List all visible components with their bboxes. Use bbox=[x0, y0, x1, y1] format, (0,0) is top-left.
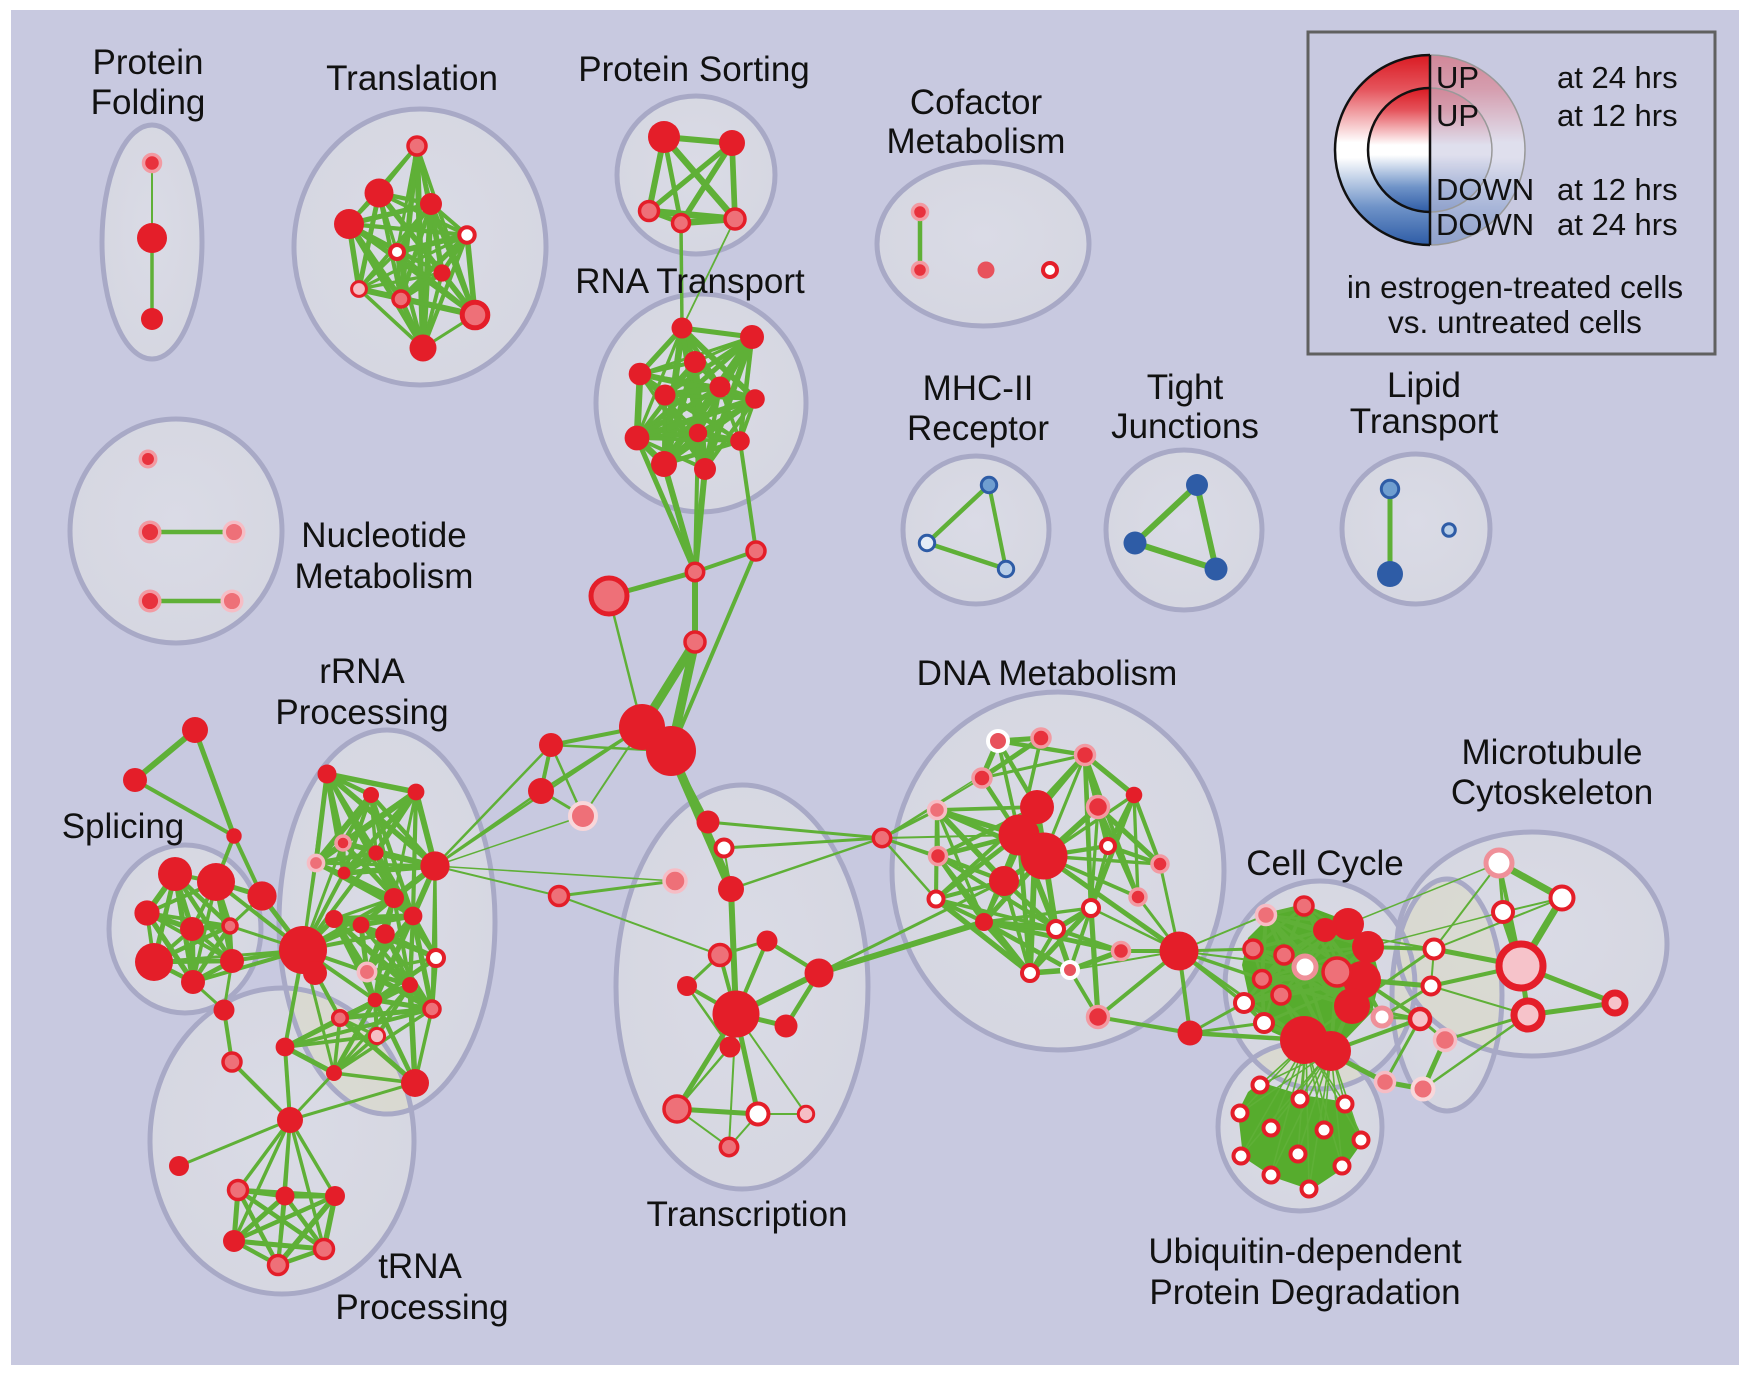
svg-text:rRNA: rRNA bbox=[319, 652, 405, 691]
svg-text:Junctions: Junctions bbox=[1111, 407, 1259, 446]
svg-text:Microtubule: Microtubule bbox=[1462, 733, 1643, 772]
svg-text:Cofactor: Cofactor bbox=[910, 83, 1043, 122]
svg-text:Lipid: Lipid bbox=[1387, 366, 1461, 405]
svg-text:Splicing: Splicing bbox=[62, 807, 185, 846]
svg-text:DNA Metabolism: DNA Metabolism bbox=[917, 654, 1178, 693]
svg-text:at 24 hrs: at 24 hrs bbox=[1557, 207, 1678, 242]
svg-text:Processing: Processing bbox=[275, 693, 448, 732]
svg-text:at 24 hrs: at 24 hrs bbox=[1557, 60, 1678, 95]
svg-text:Ubiquitin-dependent: Ubiquitin-dependent bbox=[1148, 1232, 1462, 1271]
svg-text:Metabolism: Metabolism bbox=[887, 122, 1066, 161]
svg-text:Processing: Processing bbox=[335, 1288, 508, 1327]
svg-text:UP: UP bbox=[1436, 60, 1479, 95]
svg-text:tRNA: tRNA bbox=[378, 1247, 462, 1286]
svg-text:Receptor: Receptor bbox=[907, 409, 1049, 448]
svg-text:Nucleotide: Nucleotide bbox=[301, 516, 466, 555]
svg-text:Protein Degradation: Protein Degradation bbox=[1149, 1273, 1460, 1312]
svg-text:RNA Transport: RNA Transport bbox=[575, 262, 805, 301]
svg-text:Cytoskeleton: Cytoskeleton bbox=[1451, 773, 1653, 812]
svg-text:DOWN: DOWN bbox=[1436, 172, 1534, 207]
svg-text:vs. untreated cells: vs. untreated cells bbox=[1388, 304, 1642, 340]
svg-text:Protein Sorting: Protein Sorting bbox=[578, 50, 810, 89]
svg-text:Translation: Translation bbox=[326, 59, 498, 98]
svg-text:UP: UP bbox=[1436, 98, 1479, 133]
svg-text:Transport: Transport bbox=[1350, 402, 1499, 441]
svg-text:at 12 hrs: at 12 hrs bbox=[1557, 172, 1678, 207]
svg-text:Metabolism: Metabolism bbox=[295, 557, 474, 596]
svg-text:Protein: Protein bbox=[93, 43, 204, 82]
svg-text:in estrogen-treated cells: in estrogen-treated cells bbox=[1347, 269, 1683, 305]
svg-text:Folding: Folding bbox=[91, 83, 206, 122]
svg-text:at 12 hrs: at 12 hrs bbox=[1557, 98, 1678, 133]
svg-text:DOWN: DOWN bbox=[1436, 207, 1534, 242]
svg-text:MHC-II: MHC-II bbox=[923, 369, 1034, 408]
svg-text:Cell Cycle: Cell Cycle bbox=[1246, 844, 1404, 883]
svg-text:Transcription: Transcription bbox=[647, 1195, 848, 1234]
svg-text:Tight: Tight bbox=[1147, 368, 1224, 407]
